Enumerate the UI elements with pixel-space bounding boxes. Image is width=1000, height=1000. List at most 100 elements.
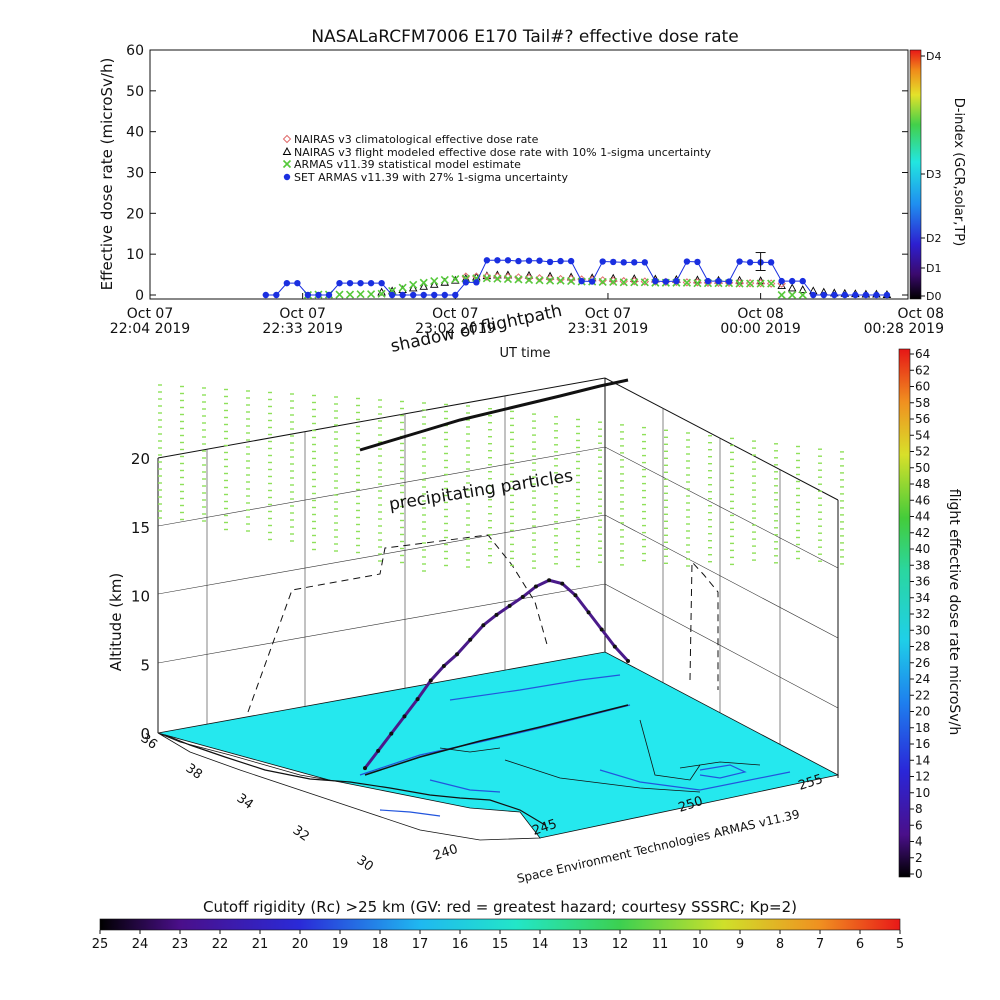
set-armas-point xyxy=(736,258,743,265)
latitude-tick-label: 32 xyxy=(290,823,312,845)
rigidity-colorbar-label: Cutoff rigidity (Rc) >25 km (GV: red = g… xyxy=(203,898,797,916)
set-armas-point xyxy=(788,277,796,285)
set-armas-point xyxy=(399,291,406,299)
armas-model-point xyxy=(598,277,607,286)
dose-colorbar-tick-label: 16 xyxy=(915,737,930,751)
nairas-flight-point xyxy=(798,285,807,294)
set-armas-point xyxy=(610,258,617,266)
set-armas-point xyxy=(304,291,312,299)
flight-track-point xyxy=(586,610,591,615)
rigidity-tick-label: 14 xyxy=(532,937,549,952)
set-armas-point xyxy=(557,257,564,265)
set-armas-point xyxy=(652,277,659,285)
armas-model-point xyxy=(609,277,618,286)
set-armas-point xyxy=(588,278,596,285)
set-armas-point xyxy=(641,259,649,266)
flight-track-point xyxy=(468,637,473,642)
armas-model-point xyxy=(798,290,807,300)
y-tick-label: 20 xyxy=(126,206,144,222)
x-tick-label-time: 22:33 2019 xyxy=(262,321,342,337)
dose-colorbar-tick-label: 38 xyxy=(915,558,930,572)
dose-colorbar-tick-label: 58 xyxy=(915,396,930,410)
rigidity-tick-label: 20 xyxy=(292,937,309,952)
rigidity-tick-label: 19 xyxy=(332,937,349,952)
dindex-axis: D0 D1 D2 D3 D4 xyxy=(921,50,941,303)
rigidity-tick-label: 12 xyxy=(612,937,629,952)
nairas-flight-point xyxy=(429,279,439,288)
x-tick-label-date: Oct 07 xyxy=(432,306,478,322)
armas-model-point xyxy=(493,274,502,283)
armas-model-point xyxy=(630,278,639,287)
rigidity-tick-label: 7 xyxy=(816,937,824,952)
set-armas-point xyxy=(357,279,364,287)
y-tick-label: 0 xyxy=(135,288,144,304)
dose-colorbar-tick-label: 10 xyxy=(915,786,930,800)
dose-colorbar-axis: 0246810121416182022242628303234363840424… xyxy=(910,347,930,881)
set-armas-point xyxy=(388,291,396,299)
armas-model-point xyxy=(367,290,376,299)
set-armas-point xyxy=(262,291,270,299)
x-tick-label-date: Oct 07 xyxy=(585,306,631,322)
dose-colorbar-tick-label: 8 xyxy=(915,802,923,816)
legend-entry-2: ARMAS v11.39 statistical model estimate xyxy=(294,158,521,171)
top-plot-frame xyxy=(149,49,909,300)
dose-colorbar-tick-label: 20 xyxy=(915,705,930,719)
flight-track-point xyxy=(612,644,617,649)
flight-track xyxy=(363,578,630,771)
flight-track-point xyxy=(376,748,381,753)
set-armas-point xyxy=(325,291,333,299)
x-tick-label-date: Oct 07 xyxy=(127,306,173,322)
set-armas-point xyxy=(283,279,291,287)
x-tick-label-date: Oct 08 xyxy=(898,306,944,322)
dose-colorbar-tick-label: 26 xyxy=(915,656,930,670)
dose-colorbar-tick-label: 54 xyxy=(915,428,930,442)
rigidity-tick-label: 8 xyxy=(776,937,784,952)
set-armas-point xyxy=(662,278,670,285)
dindex-tick-label: D3 xyxy=(926,168,941,181)
nairas-climatological-point xyxy=(630,276,639,286)
set-armas-point xyxy=(799,277,806,285)
set-armas-point xyxy=(536,257,543,264)
dindex-tick-label: D4 xyxy=(926,50,941,63)
dose-colorbar-tick-label: 42 xyxy=(915,526,930,540)
y-tick-label: 50 xyxy=(126,84,144,100)
set-armas-point xyxy=(873,291,880,299)
longitude-axis: 240 245 250 255 xyxy=(432,772,825,864)
x-tick-label-date: Oct 07 xyxy=(279,306,325,322)
armas-model-point xyxy=(345,290,355,299)
dose-colorbar-tick-label: 34 xyxy=(915,591,930,605)
armas-model-point xyxy=(682,278,691,287)
x-tick-label-time: 00:28 2019 xyxy=(864,321,944,337)
armas-model-point xyxy=(735,279,744,288)
armas-model-point xyxy=(619,278,628,287)
flight-track-point xyxy=(507,603,512,608)
rigidity-tick-label: 25 xyxy=(92,937,109,952)
nairas-flight-point xyxy=(545,271,555,280)
set-armas-point xyxy=(715,277,722,285)
set-armas-point xyxy=(883,291,891,299)
rigidity-colorbar-axis: 25 24 23 22 21 20 19 18 17 16 15 14 13 12 11 10 9 8 7 6 5 xyxy=(92,930,904,952)
rigidity-tick-label: 10 xyxy=(692,937,709,952)
armas-model-point xyxy=(335,290,344,299)
dose-colorbar-tick-label: 52 xyxy=(915,445,930,459)
armas-model-point xyxy=(356,290,365,299)
altitude-tick-label: 0 xyxy=(140,725,150,743)
set-armas-point xyxy=(525,257,533,264)
set-armas-point xyxy=(862,291,870,299)
dose-colorbar-tick-label: 22 xyxy=(915,688,930,702)
dindex-tick-label: D2 xyxy=(926,232,941,245)
dindex-tick-label: D0 xyxy=(926,290,941,303)
precipitating-particles-label: precipitating particles xyxy=(388,466,575,515)
rigidity-tick-label: 5 xyxy=(896,937,904,952)
rigidity-tick-label: 6 xyxy=(856,937,864,952)
set-armas-point xyxy=(620,259,627,266)
set-armas-point xyxy=(704,277,712,285)
altitude-axis: 0 5 10 15 20 xyxy=(131,450,150,743)
flight-path-top-projection xyxy=(359,378,629,452)
nairas-flight-point xyxy=(787,283,797,292)
altitude-tick-label: 15 xyxy=(131,519,150,537)
ocean-region xyxy=(157,732,541,841)
set-armas-point xyxy=(315,291,322,299)
latitude-tick-label: 30 xyxy=(354,853,376,875)
